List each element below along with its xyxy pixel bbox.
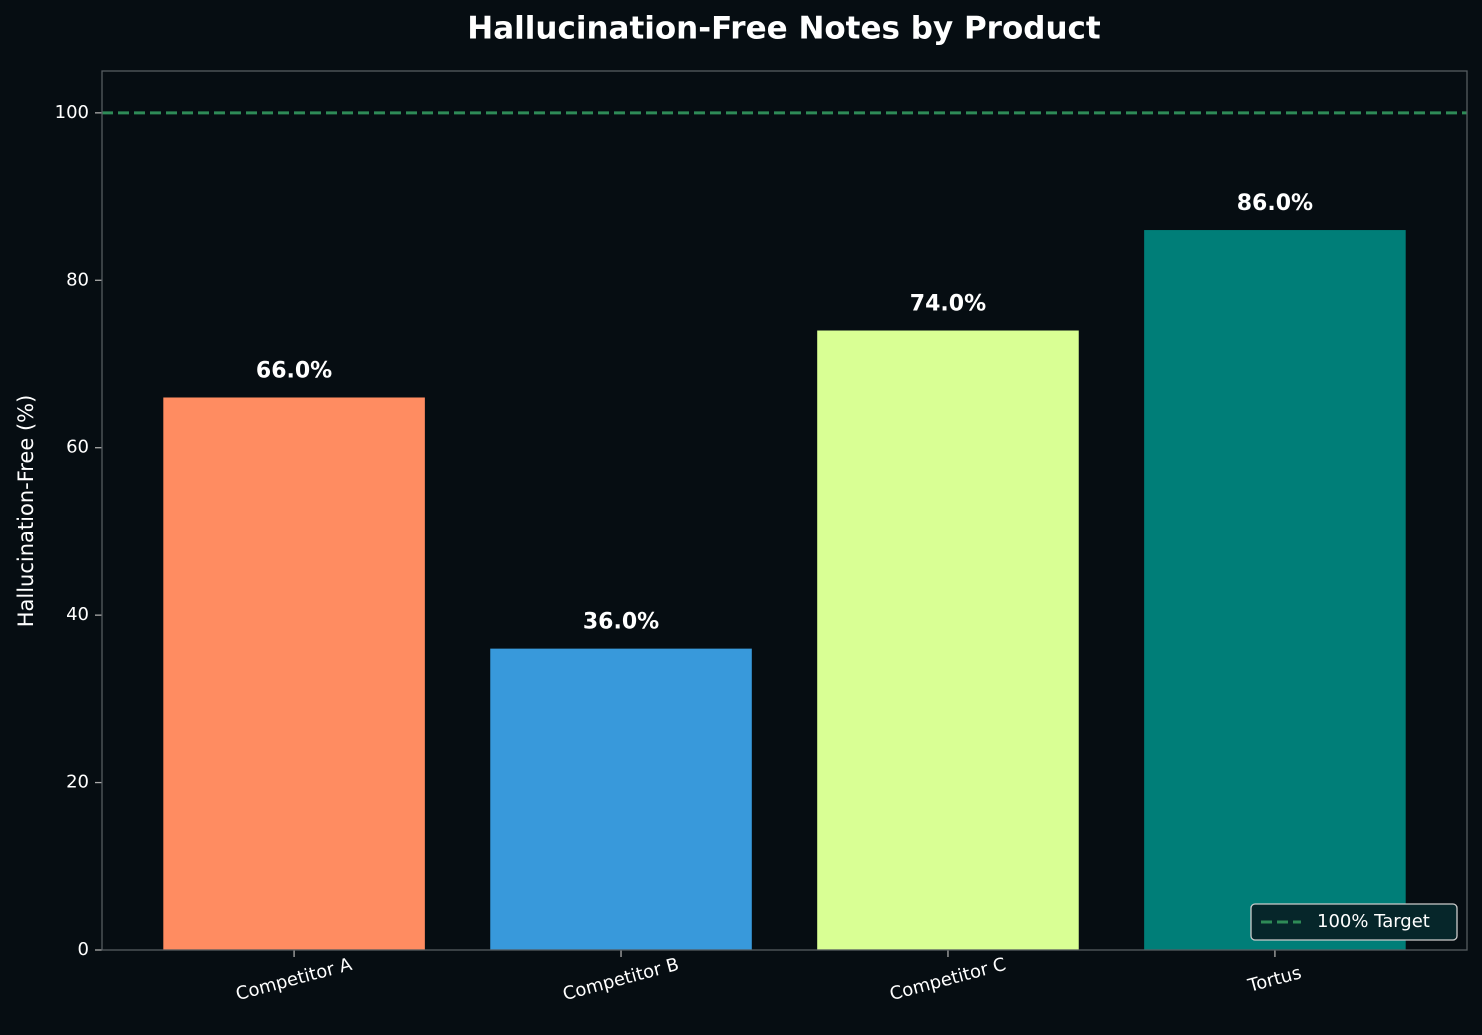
y-tick-label: 0 [78,939,89,960]
bar [490,648,752,950]
bar [1144,230,1406,951]
value-label: 66.0% [256,358,332,383]
y-tick-label: 80 [66,269,89,290]
chart-title: Hallucination-Free Notes by Product [467,11,1101,47]
value-label: 36.0% [583,610,659,635]
value-label: 74.0% [910,292,986,317]
plot-frame [101,70,1468,951]
bar [817,330,1079,950]
bar [163,397,425,950]
legend: 100% Target [1250,903,1458,941]
legend-label: 100% Target [1317,911,1430,932]
y-tick-label: 20 [66,772,89,793]
legend-box [1250,903,1458,941]
y-tick-label: 100 [55,102,89,123]
value-label: 86.0% [1237,191,1313,216]
y-tick-label: 60 [66,437,89,458]
y-tick-label: 40 [66,604,89,625]
y-axis-label: Hallucination-Free (%) [14,395,38,628]
